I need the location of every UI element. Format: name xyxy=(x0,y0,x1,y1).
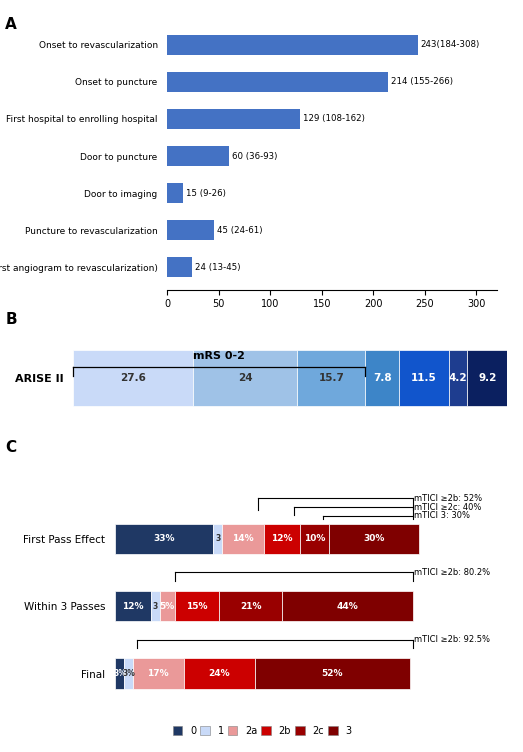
Text: mRS 0-2: mRS 0-2 xyxy=(194,351,245,361)
Bar xyxy=(167,146,229,166)
Text: mTICI 3: 30%: mTICI 3: 30% xyxy=(414,511,470,520)
Text: 15%: 15% xyxy=(186,602,208,611)
Text: 3: 3 xyxy=(153,602,158,611)
Bar xyxy=(449,350,468,406)
Text: 10%: 10% xyxy=(304,535,325,543)
Bar xyxy=(193,350,297,406)
Text: 15 (9-26): 15 (9-26) xyxy=(186,189,226,198)
Text: 12%: 12% xyxy=(271,535,292,543)
Text: 3: 3 xyxy=(215,535,220,543)
Bar xyxy=(219,591,282,621)
Text: 60 (36-93): 60 (36-93) xyxy=(232,152,278,160)
Bar xyxy=(468,350,507,406)
Text: 24: 24 xyxy=(238,373,253,383)
Text: mTICI ≥2b: 80.2%: mTICI ≥2b: 80.2% xyxy=(414,568,491,577)
Bar xyxy=(167,257,192,277)
Bar xyxy=(213,523,222,554)
Legend: 0, 1, 2a, 2b, 2c, 3: 0, 1, 2a, 2b, 2c, 3 xyxy=(168,722,356,739)
Text: 45 (24-61): 45 (24-61) xyxy=(217,226,262,235)
Bar xyxy=(222,523,264,554)
Text: mTICI ≥2b: 92.5%: mTICI ≥2b: 92.5% xyxy=(414,635,490,644)
Bar xyxy=(115,659,124,689)
Bar xyxy=(115,523,213,554)
Bar xyxy=(167,183,183,203)
Text: A: A xyxy=(5,17,17,32)
Text: 21%: 21% xyxy=(240,602,262,611)
Text: B: B xyxy=(5,312,17,327)
Bar xyxy=(133,659,184,689)
Text: mTICI ≥2b: 52%: mTICI ≥2b: 52% xyxy=(414,493,482,502)
Bar xyxy=(73,350,193,406)
Text: 52%: 52% xyxy=(322,669,343,678)
Bar xyxy=(329,523,419,554)
Bar xyxy=(124,659,133,689)
Bar xyxy=(167,35,417,55)
Text: 24 (13-45): 24 (13-45) xyxy=(195,262,241,271)
Text: mTICI ≥2c: 40%: mTICI ≥2c: 40% xyxy=(414,503,482,512)
Text: 214 (155-266): 214 (155-266) xyxy=(391,77,453,86)
Bar xyxy=(167,220,214,241)
Bar xyxy=(282,591,413,621)
Text: 15.7: 15.7 xyxy=(319,373,344,383)
Bar xyxy=(399,350,449,406)
Legend: 0, 1, 2, 3, 4, 5, 6: 0, 1, 2, 3, 4, 5, 6 xyxy=(192,511,389,528)
Text: 7.8: 7.8 xyxy=(373,373,392,383)
Text: 11.5: 11.5 xyxy=(411,373,437,383)
Bar xyxy=(167,71,388,92)
Text: 9.2: 9.2 xyxy=(478,373,496,383)
Text: 12%: 12% xyxy=(122,602,144,611)
Bar xyxy=(300,523,329,554)
Bar xyxy=(184,659,255,689)
Text: 3%: 3% xyxy=(122,669,135,678)
Bar xyxy=(366,350,399,406)
Bar xyxy=(264,523,300,554)
Text: 14%: 14% xyxy=(232,535,254,543)
Bar xyxy=(151,591,160,621)
Text: 33%: 33% xyxy=(153,535,175,543)
Bar xyxy=(255,659,410,689)
Bar xyxy=(115,591,151,621)
Text: 17%: 17% xyxy=(147,669,169,678)
Text: 27.6: 27.6 xyxy=(120,373,146,383)
Text: 44%: 44% xyxy=(336,602,358,611)
Bar xyxy=(160,591,175,621)
Bar xyxy=(175,591,219,621)
Bar xyxy=(167,109,300,129)
Text: 4.2: 4.2 xyxy=(449,373,468,383)
Text: 5%: 5% xyxy=(160,602,175,611)
Bar xyxy=(297,350,366,406)
Text: 129 (108-162): 129 (108-162) xyxy=(303,114,365,123)
Text: 243(184-308): 243(184-308) xyxy=(420,41,480,50)
Text: 3%: 3% xyxy=(113,669,126,678)
Text: 24%: 24% xyxy=(209,669,230,678)
Text: C: C xyxy=(5,440,16,455)
Text: 30%: 30% xyxy=(363,535,385,543)
